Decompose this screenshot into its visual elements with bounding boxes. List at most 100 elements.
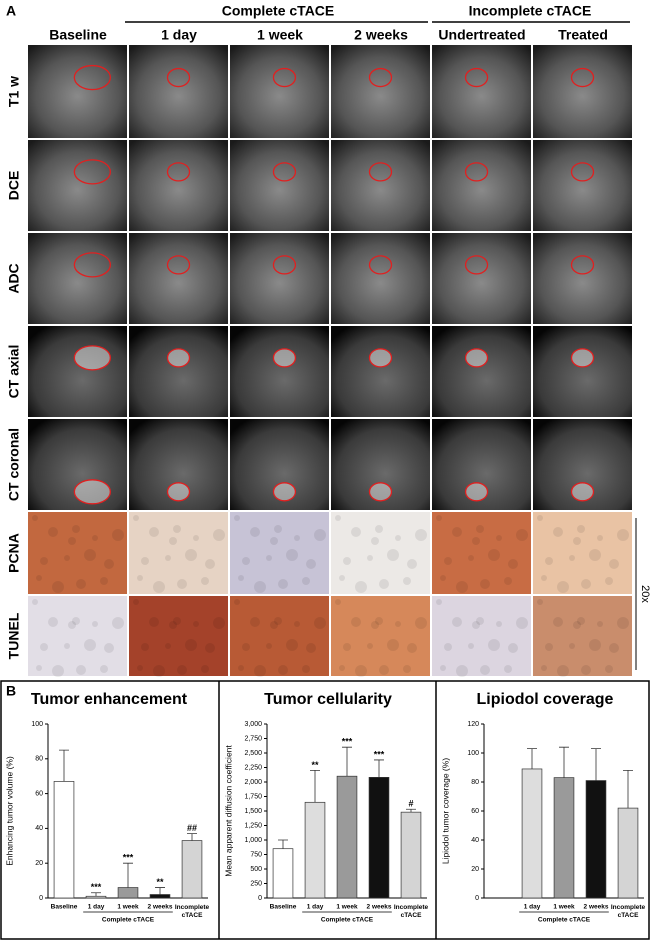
texture	[375, 525, 383, 533]
roi-outline	[166, 162, 191, 182]
y-tick-label: 1,500	[244, 808, 262, 815]
texture	[452, 527, 462, 537]
texture	[573, 537, 581, 545]
row-label: PCNA	[6, 533, 22, 573]
y-tick-label: 1,750	[244, 793, 262, 800]
error-bar	[155, 887, 165, 895]
image-cell	[432, 596, 531, 676]
image-cell	[129, 596, 228, 676]
image-cell	[28, 596, 127, 676]
significance: **	[311, 760, 319, 770]
texture	[403, 665, 411, 673]
y-tick-label: 100	[31, 721, 43, 728]
texture	[36, 665, 42, 671]
image-cell	[28, 233, 127, 324]
roi-outline	[368, 162, 393, 182]
significance: ***	[123, 853, 134, 863]
texture	[169, 621, 177, 629]
row-label: T1 w	[6, 76, 22, 107]
texture	[177, 579, 187, 589]
bar	[521, 768, 543, 899]
panel-b-frame	[0, 680, 650, 940]
texture	[270, 537, 278, 545]
x-tick-label: 2 weeks	[584, 904, 609, 911]
roi-outline	[464, 67, 489, 88]
texture	[553, 527, 563, 537]
texture	[537, 515, 543, 521]
chart-title: Lipiodol coverage	[477, 691, 614, 708]
image-cell	[331, 326, 430, 417]
image-cell	[28, 512, 127, 594]
y-tick-label: 250	[250, 880, 262, 887]
texture	[351, 527, 361, 537]
row-label: TUNEL	[6, 612, 22, 659]
x-tick-label: Incomplete cTACE	[175, 904, 210, 919]
error-bar	[278, 839, 288, 849]
roi-outline	[272, 162, 297, 182]
image-cell	[432, 140, 531, 231]
column-label: 1 day	[161, 27, 197, 43]
texture	[407, 643, 417, 653]
texture	[617, 529, 629, 541]
texture	[577, 617, 585, 625]
row-label: CT axial	[6, 345, 22, 399]
texture	[407, 559, 417, 569]
image-cell	[331, 596, 430, 676]
texture	[516, 617, 528, 629]
error-bar	[123, 862, 133, 888]
texture	[609, 559, 619, 569]
bar	[368, 777, 390, 899]
y-tick-label: 20	[35, 860, 43, 867]
error-bar	[310, 770, 320, 803]
roi-outline	[368, 482, 393, 502]
texture	[201, 577, 209, 585]
texture	[351, 617, 361, 627]
group-label: Complete cTACE	[538, 917, 591, 924]
texture	[137, 575, 143, 581]
column-label: 1 week	[257, 27, 303, 43]
image-cell	[230, 45, 329, 138]
roi-outline	[272, 482, 297, 502]
error-bar	[527, 748, 537, 769]
significance: ***	[374, 749, 385, 759]
texture	[577, 525, 585, 533]
texture	[573, 621, 581, 629]
significance: **	[156, 877, 164, 887]
y-tick-label: 2,250	[244, 764, 262, 771]
texture	[238, 575, 244, 581]
texture	[387, 549, 399, 561]
texture	[589, 549, 601, 561]
y-tick-label: 80	[471, 779, 479, 786]
texture	[375, 617, 383, 625]
texture	[278, 579, 288, 589]
error-bar	[591, 748, 601, 781]
image-cell	[432, 512, 531, 594]
y-tick-label: 0	[475, 895, 479, 902]
texture	[617, 617, 629, 629]
chart-title: Tumor cellularity	[264, 691, 392, 708]
roi-outline	[166, 67, 191, 88]
texture	[379, 665, 389, 675]
group-header: Complete cTACE	[222, 3, 335, 19]
texture	[153, 665, 165, 677]
image-cell	[230, 512, 329, 594]
texture	[415, 617, 427, 629]
texture	[504, 665, 512, 673]
roi-outline	[73, 252, 111, 278]
image-cell	[230, 233, 329, 324]
roi-outline	[464, 482, 489, 502]
panel-label: B	[6, 683, 16, 699]
texture	[516, 529, 528, 541]
y-tick-label: 60	[35, 790, 43, 797]
error-bar	[559, 746, 569, 778]
texture	[242, 643, 250, 651]
image-cell	[230, 140, 329, 231]
image-cell	[533, 512, 632, 594]
texture	[100, 577, 108, 585]
texture	[508, 643, 518, 653]
texture	[266, 555, 272, 561]
image-cell	[533, 140, 632, 231]
texture	[112, 617, 124, 629]
texture	[537, 599, 543, 605]
